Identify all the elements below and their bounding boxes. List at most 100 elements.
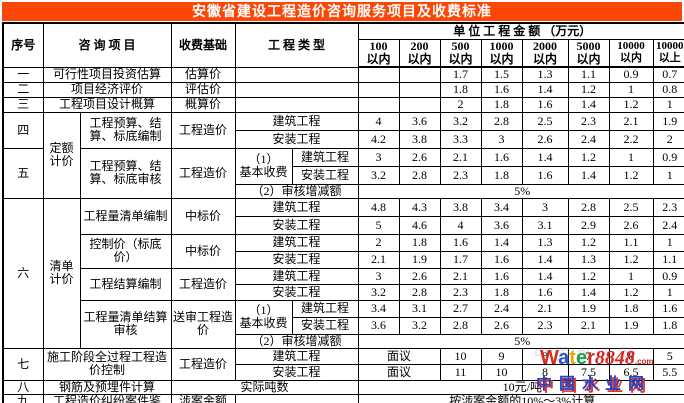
value-cell: 2.1 bbox=[439, 267, 482, 285]
type-cell-building: 建筑工程 bbox=[234, 347, 359, 365]
value-cell: 1.4 bbox=[521, 81, 569, 98]
value-cell: 3.4 bbox=[480, 197, 523, 217]
value-cell: 1.4 bbox=[521, 250, 569, 269]
value-cell: 1.4 bbox=[567, 283, 610, 301]
item-cell: 工程预算、结算、标底审核 bbox=[79, 147, 172, 199]
row-no: 八 bbox=[2, 379, 44, 395]
value-cell: 3 bbox=[357, 147, 400, 167]
value-cell: 1.1 bbox=[567, 66, 610, 83]
value-cell: 1.7 bbox=[439, 250, 482, 269]
header-no: 序号 bbox=[2, 22, 44, 68]
table-row: 安装工程 2.1 1.9 1.7 1.6 1.4 1.3 1.2 1.1 bbox=[3, 250, 684, 269]
row-no: 一 bbox=[2, 66, 44, 83]
value-cell: 1.1 bbox=[608, 233, 654, 252]
header-basis: 收费基础 bbox=[170, 22, 236, 68]
value-cell: 1.6 bbox=[521, 96, 569, 113]
fee-table: 序号 咨 询 项 目 收费基础 工 程 类 型 单 位 工 程 金 额 （万元）… bbox=[2, 22, 684, 403]
value-cell: 2.4 bbox=[652, 215, 684, 235]
header-amount-2000: 2000 以内 bbox=[521, 38, 569, 68]
value-cell: 5.5 bbox=[652, 363, 684, 381]
value-cell: 1.9 bbox=[608, 316, 654, 335]
value-cell: 2.1 bbox=[521, 299, 569, 318]
value-cell: 1.2 bbox=[567, 147, 610, 167]
table-row: 三 工程项目设计概算 概算价 2 1.8 1.6 1.4 1.2 1 bbox=[2, 96, 684, 113]
item-cell: 钢筋及预埋件计算 bbox=[42, 379, 172, 395]
audit-adjust-cell: （2）审核增减额 bbox=[234, 333, 359, 349]
value-cell: 3.4 bbox=[357, 299, 400, 318]
value-cell: 1.6 bbox=[480, 250, 523, 269]
value-cell: 4 bbox=[357, 111, 400, 131]
value-cell: 2.2 bbox=[608, 129, 654, 149]
value-cell: 2.8 bbox=[398, 283, 441, 301]
value-cell: 1.6 bbox=[652, 299, 684, 318]
value-cell: 3.6 bbox=[398, 111, 441, 131]
value-cell: 2.3 bbox=[521, 316, 569, 335]
value-cell: 1.8 bbox=[480, 96, 523, 113]
value-cell: 2.3 bbox=[439, 165, 482, 185]
value-cell bbox=[357, 96, 400, 113]
type-cell-install: 安装工程 bbox=[291, 165, 359, 185]
value-cell: 2.8 bbox=[567, 197, 610, 217]
header-item: 咨 询 项 目 bbox=[42, 22, 172, 68]
value-cell: 7 bbox=[567, 347, 610, 365]
value-cell: 2.6 bbox=[480, 316, 523, 335]
value-cell: 1.6 bbox=[480, 81, 523, 98]
table-row: 五 工程预算、结算、标底审核 工程造价 （1） 基本收费 建筑工程 3 2.6 2… bbox=[2, 147, 684, 199]
value-cell: 1.3 bbox=[567, 250, 610, 269]
value-cell: 3 bbox=[480, 129, 523, 149]
type-cell-building: 建筑工程 bbox=[291, 299, 359, 318]
row-no: 二 bbox=[2, 81, 44, 98]
audit-adjust-cell: （2）审核增减额 bbox=[234, 183, 359, 199]
value-cell: 1.8 bbox=[439, 81, 482, 98]
value-cell: 2.3 bbox=[567, 111, 610, 131]
item-cell: 工程造价纠纷案件鉴 bbox=[42, 393, 172, 403]
value-cell: 2.3 bbox=[439, 283, 482, 301]
value-cell: 3.2 bbox=[398, 316, 441, 335]
value-cell: 2.5 bbox=[608, 197, 654, 217]
value-cell: 1.8 bbox=[480, 283, 523, 301]
basis-cell: 估算价 bbox=[170, 66, 236, 83]
table-row: 四 定额计价 工程预算、结算、标底编制 工程造价 建筑工程 4 3.6 3.2 … bbox=[2, 111, 684, 199]
value-cell: 2.8 bbox=[439, 316, 482, 335]
value-cell: 11 bbox=[439, 363, 482, 381]
table-row: 安装工程 3.2 2.8 2.3 1.8 1.6 1.4 1.2 1 bbox=[3, 283, 684, 301]
value-cell: 2 bbox=[652, 129, 684, 149]
header-amount-1000: 1000 以内 bbox=[480, 38, 523, 68]
value-cell: 3.1 bbox=[521, 215, 569, 235]
type-cell-empty bbox=[234, 96, 359, 113]
value-cell: 3.8 bbox=[398, 129, 441, 149]
value-cell: 1.6 bbox=[439, 233, 482, 252]
value-cell: 1.8 bbox=[608, 299, 654, 318]
value-cell: 2 bbox=[439, 96, 482, 113]
type-cell-install: 安装工程 bbox=[291, 316, 359, 335]
table-row: 控制价（标底价） 中标价 建筑工程 2 1.8 1.6 1.4 1.3 1.2 … bbox=[3, 233, 684, 269]
value-cell: 2.3 bbox=[652, 197, 684, 217]
header-amount-10000-under: 10000 以内 bbox=[608, 38, 654, 68]
type-cell-building: 建筑工程 bbox=[234, 267, 359, 285]
type-cell-building: 建筑工程 bbox=[234, 111, 359, 131]
value-cell: 1.8 bbox=[398, 233, 441, 252]
table-header-row2: 100 以内 200 以内 500 以内 1000 以内 2000 以内 5000 以内 1… bbox=[3, 38, 684, 68]
value-cell: 1.4 bbox=[480, 233, 523, 252]
value-cell: 1.4 bbox=[567, 96, 610, 113]
type-cell-empty bbox=[234, 393, 359, 403]
value-cell: 2.1 bbox=[608, 111, 654, 131]
value-cell: 1.3 bbox=[521, 66, 569, 83]
value-cell: 1.2 bbox=[608, 250, 654, 269]
table-row: 工程量清单结算审核 送审工程造价 （1） 基本收费 建筑工程 3.4 3.1 2.… bbox=[3, 299, 684, 349]
row-no: 五 bbox=[2, 147, 44, 199]
value-cell: 2.4 bbox=[567, 129, 610, 149]
basis-cell: 工程造价 bbox=[170, 147, 236, 199]
table-header-row: 序号 咨 询 项 目 收费基础 工 程 类 型 单 位 工 程 金 额 （万元） bbox=[2, 22, 684, 68]
value-cell: 1 bbox=[608, 267, 654, 285]
value-cell: 1.3 bbox=[521, 233, 569, 252]
header-type: 工 程 类 型 bbox=[234, 22, 359, 68]
table-row: 安装工程 3.6 3.2 2.8 2.6 2.3 2.1 1.9 1.8 bbox=[3, 316, 684, 335]
item-cell: 可行性项目投资估算 bbox=[42, 66, 172, 83]
value-cell: 3.6 bbox=[480, 215, 523, 235]
table-row: 安装工程 4.2 3.8 3.3 3 2.6 2.4 2.2 2 bbox=[3, 129, 684, 149]
item-cell: 控制价（标底价） bbox=[79, 233, 172, 269]
value-cell: 1 bbox=[652, 233, 684, 252]
value-cell: 1.4 bbox=[521, 147, 569, 167]
value-cell: 1.9 bbox=[652, 111, 684, 131]
